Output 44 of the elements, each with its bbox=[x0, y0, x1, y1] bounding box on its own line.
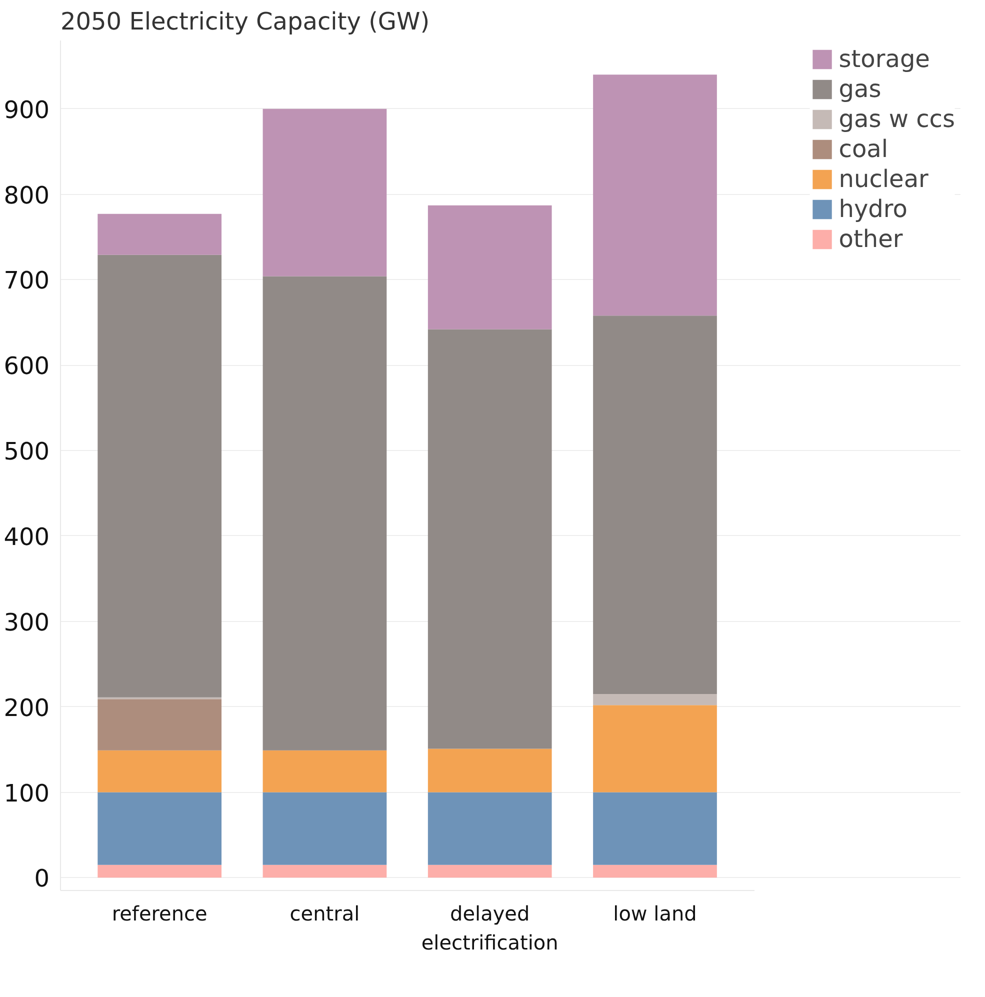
bar bbox=[593, 792, 717, 865]
y-tick-label: 600 bbox=[4, 352, 50, 380]
bar bbox=[428, 748, 552, 792]
bar bbox=[262, 864, 387, 878]
y-tick-label: 100 bbox=[4, 779, 50, 808]
bar bbox=[593, 316, 717, 694]
y-tick-label: 0 bbox=[34, 864, 50, 893]
bar bbox=[428, 329, 552, 749]
bar bbox=[262, 108, 387, 276]
bar bbox=[428, 792, 552, 865]
x-tick-label: central bbox=[290, 902, 360, 926]
legend-label: gas bbox=[838, 75, 882, 103]
x-tick-label: delayed electrification bbox=[421, 902, 558, 954]
legend-label: gas w ccs bbox=[838, 105, 955, 133]
y-tick-label: 300 bbox=[4, 608, 50, 636]
bar bbox=[593, 864, 717, 878]
y-tick-label: 900 bbox=[4, 96, 50, 124]
legend-label: storage bbox=[838, 45, 930, 73]
bar bbox=[593, 705, 717, 792]
bar bbox=[593, 74, 717, 316]
bar bbox=[98, 699, 222, 750]
chart-title: 2050 Electricity Capacity (GW) bbox=[60, 8, 430, 36]
y-tick-label: 700 bbox=[4, 266, 50, 295]
y-tick-label: 200 bbox=[4, 694, 50, 722]
bar bbox=[428, 205, 552, 330]
legend-label: coal bbox=[838, 135, 888, 163]
bar bbox=[98, 214, 222, 255]
bar bbox=[98, 792, 222, 865]
bar bbox=[262, 276, 387, 750]
bar bbox=[98, 750, 222, 792]
x-tick-label: reference bbox=[112, 902, 208, 926]
bar bbox=[98, 864, 222, 878]
legend-label: other bbox=[838, 225, 903, 253]
x-tick-label: low land bbox=[613, 902, 697, 926]
bar bbox=[593, 694, 717, 706]
bar bbox=[262, 750, 387, 792]
bar bbox=[262, 792, 387, 865]
y-tick-label: 500 bbox=[4, 438, 50, 466]
bar bbox=[98, 254, 222, 698]
legend-label: hydro bbox=[838, 195, 908, 223]
bar bbox=[428, 864, 552, 878]
y-tick-label: 400 bbox=[4, 522, 50, 551]
y-tick-label: 800 bbox=[4, 181, 50, 210]
legend-label: nuclear bbox=[838, 165, 928, 193]
